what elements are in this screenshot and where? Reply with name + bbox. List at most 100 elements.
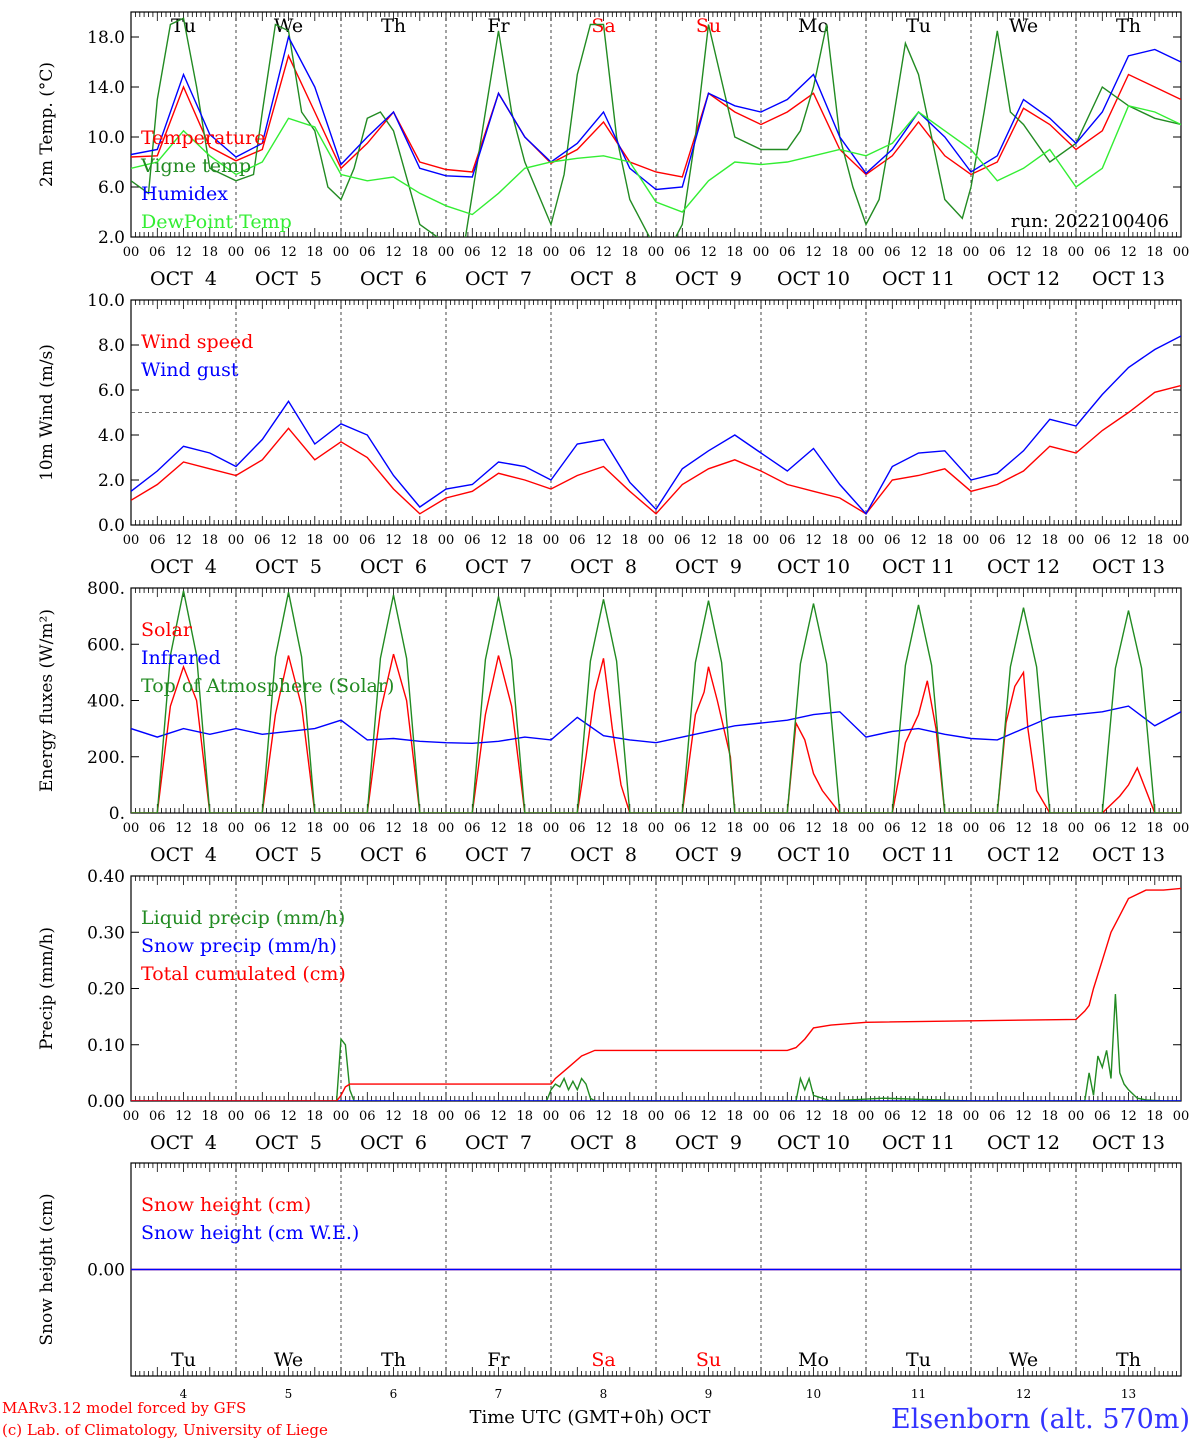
hour-tick-label: 18 bbox=[726, 533, 743, 548]
hour-tick-label: 06 bbox=[1094, 533, 1111, 548]
y-tick-label: 800. bbox=[87, 579, 125, 599]
date-label: OCT 4 bbox=[150, 1132, 217, 1154]
hour-tick-label: 00 bbox=[648, 1109, 665, 1124]
weekday-label: We bbox=[274, 15, 303, 37]
hour-tick-label: 00 bbox=[333, 1109, 350, 1124]
hour-tick-label: 12 bbox=[280, 821, 297, 836]
hour-tick-label: 00 bbox=[438, 245, 455, 260]
hour-tick-label: 18 bbox=[831, 821, 848, 836]
date-label: OCT 10 bbox=[777, 844, 850, 866]
y-tick-label: 6.0 bbox=[98, 381, 125, 401]
hour-tick-label: 18 bbox=[411, 821, 428, 836]
hour-tick-label: 18 bbox=[306, 821, 323, 836]
date-label: OCT 9 bbox=[675, 268, 742, 290]
hour-tick-label: 06 bbox=[254, 1109, 271, 1124]
y-axis-label: Precip (mm/h) bbox=[37, 927, 57, 1050]
date-label: OCT 12 bbox=[987, 556, 1060, 578]
hour-tick-label: 00 bbox=[858, 821, 875, 836]
hour-tick-label: 06 bbox=[254, 245, 271, 260]
hour-tick-label: 12 bbox=[1015, 821, 1032, 836]
hour-tick-label: 18 bbox=[306, 245, 323, 260]
hour-tick-label: 12 bbox=[910, 533, 927, 548]
y-tick-label: 200. bbox=[87, 748, 125, 768]
hour-tick-label: 00 bbox=[753, 1109, 770, 1124]
hour-tick-label: 12 bbox=[1015, 1109, 1032, 1124]
series-line-humidex bbox=[131, 35, 1181, 191]
hour-tick-label: 18 bbox=[936, 245, 953, 260]
weekday-label: Mo bbox=[798, 1349, 829, 1371]
model-credit: MARv3.12 model forced by GFS bbox=[2, 1399, 246, 1417]
hour-tick-label: 18 bbox=[936, 1109, 953, 1124]
hour-tick-label: 00 bbox=[123, 1109, 140, 1124]
date-label: OCT 11 bbox=[882, 844, 955, 866]
hour-tick-label: 12 bbox=[1120, 821, 1137, 836]
weekday-label: Th bbox=[1116, 15, 1141, 37]
time-tick-marks bbox=[130, 876, 1182, 1101]
hour-tick-label: 00 bbox=[1173, 821, 1190, 836]
date-label: OCT 9 bbox=[675, 1132, 742, 1154]
hour-tick-label: 12 bbox=[175, 821, 192, 836]
date-label: OCT 9 bbox=[675, 556, 742, 578]
hour-tick-label: 06 bbox=[1094, 1109, 1111, 1124]
hour-tick-label: 06 bbox=[569, 1109, 586, 1124]
hour-tick-label: 12 bbox=[805, 533, 822, 548]
date-label: OCT 5 bbox=[255, 268, 322, 290]
hour-tick-label: 12 bbox=[490, 533, 507, 548]
weekday-label: Su bbox=[696, 1349, 721, 1371]
hour-tick-label: 00 bbox=[1173, 533, 1190, 548]
hour-tick-label: 18 bbox=[1041, 245, 1058, 260]
series-line-dewpoint-temp bbox=[131, 104, 1181, 216]
hour-tick-label: 06 bbox=[884, 821, 901, 836]
legend-entry: Temperature bbox=[141, 127, 265, 149]
date-label: OCT 9 bbox=[675, 844, 742, 866]
hour-tick-label: 00 bbox=[648, 533, 665, 548]
hour-tick-label: 12 bbox=[805, 245, 822, 260]
hour-tick-label: 18 bbox=[516, 245, 533, 260]
weekday-label: We bbox=[274, 1349, 303, 1371]
weekday-label: Tu bbox=[171, 1349, 196, 1371]
day-number-label: 13 bbox=[1121, 1387, 1136, 1401]
time-axis-title: Time UTC (GMT+0h) OCT bbox=[469, 1407, 710, 1428]
hour-tick-label: 00 bbox=[228, 821, 245, 836]
series-group bbox=[131, 887, 1181, 1101]
hour-tick-label: 12 bbox=[700, 245, 717, 260]
hour-tick-label: 18 bbox=[516, 533, 533, 548]
weekday-label: Fr bbox=[487, 1349, 510, 1371]
y-tick-label: 0.00 bbox=[87, 1092, 125, 1112]
hour-tick-label: 00 bbox=[333, 533, 350, 548]
date-label: OCT 11 bbox=[882, 268, 955, 290]
hour-tick-label: 00 bbox=[438, 821, 455, 836]
hour-tick-label: 18 bbox=[831, 1109, 848, 1124]
hour-tick-label: 18 bbox=[831, 533, 848, 548]
date-label: OCT 4 bbox=[150, 268, 217, 290]
hour-tick-label: 00 bbox=[543, 245, 560, 260]
hour-tick-label: 18 bbox=[1041, 821, 1058, 836]
hour-tick-label: 00 bbox=[858, 245, 875, 260]
hour-tick-label: 00 bbox=[963, 821, 980, 836]
date-label: OCT 10 bbox=[777, 1132, 850, 1154]
hour-tick-label: 12 bbox=[175, 533, 192, 548]
hour-tick-label: 00 bbox=[333, 821, 350, 836]
run-label: run: 2022100406 bbox=[1011, 211, 1169, 232]
y-tick-label: 0. bbox=[109, 804, 125, 824]
hour-tick-label: 06 bbox=[359, 821, 376, 836]
legend-entry: Humidex bbox=[141, 183, 228, 205]
hour-tick-label: 06 bbox=[464, 1109, 481, 1124]
y-tick-label: 6.0 bbox=[98, 178, 125, 198]
hour-tick-label: 06 bbox=[884, 245, 901, 260]
date-label: OCT 8 bbox=[570, 556, 637, 578]
series-line-infrared bbox=[131, 705, 1181, 745]
y-axis-label: 2m Temp. (°C) bbox=[37, 62, 57, 187]
legend-entry: Vigne temp bbox=[140, 155, 251, 177]
hour-tick-label: 18 bbox=[621, 533, 638, 548]
series-line-vigne-temp bbox=[131, 17, 1181, 237]
date-label: OCT 5 bbox=[255, 1132, 322, 1154]
hour-tick-label: 12 bbox=[1015, 533, 1032, 548]
weekday-label: We bbox=[1009, 15, 1038, 37]
date-label: OCT 10 bbox=[777, 556, 850, 578]
weekday-label: Th bbox=[381, 15, 406, 37]
hour-tick-label: 18 bbox=[306, 1109, 323, 1124]
hour-tick-label: 12 bbox=[1015, 245, 1032, 260]
hour-tick-label: 12 bbox=[175, 245, 192, 260]
y-tick-label: 10.0 bbox=[87, 128, 125, 148]
